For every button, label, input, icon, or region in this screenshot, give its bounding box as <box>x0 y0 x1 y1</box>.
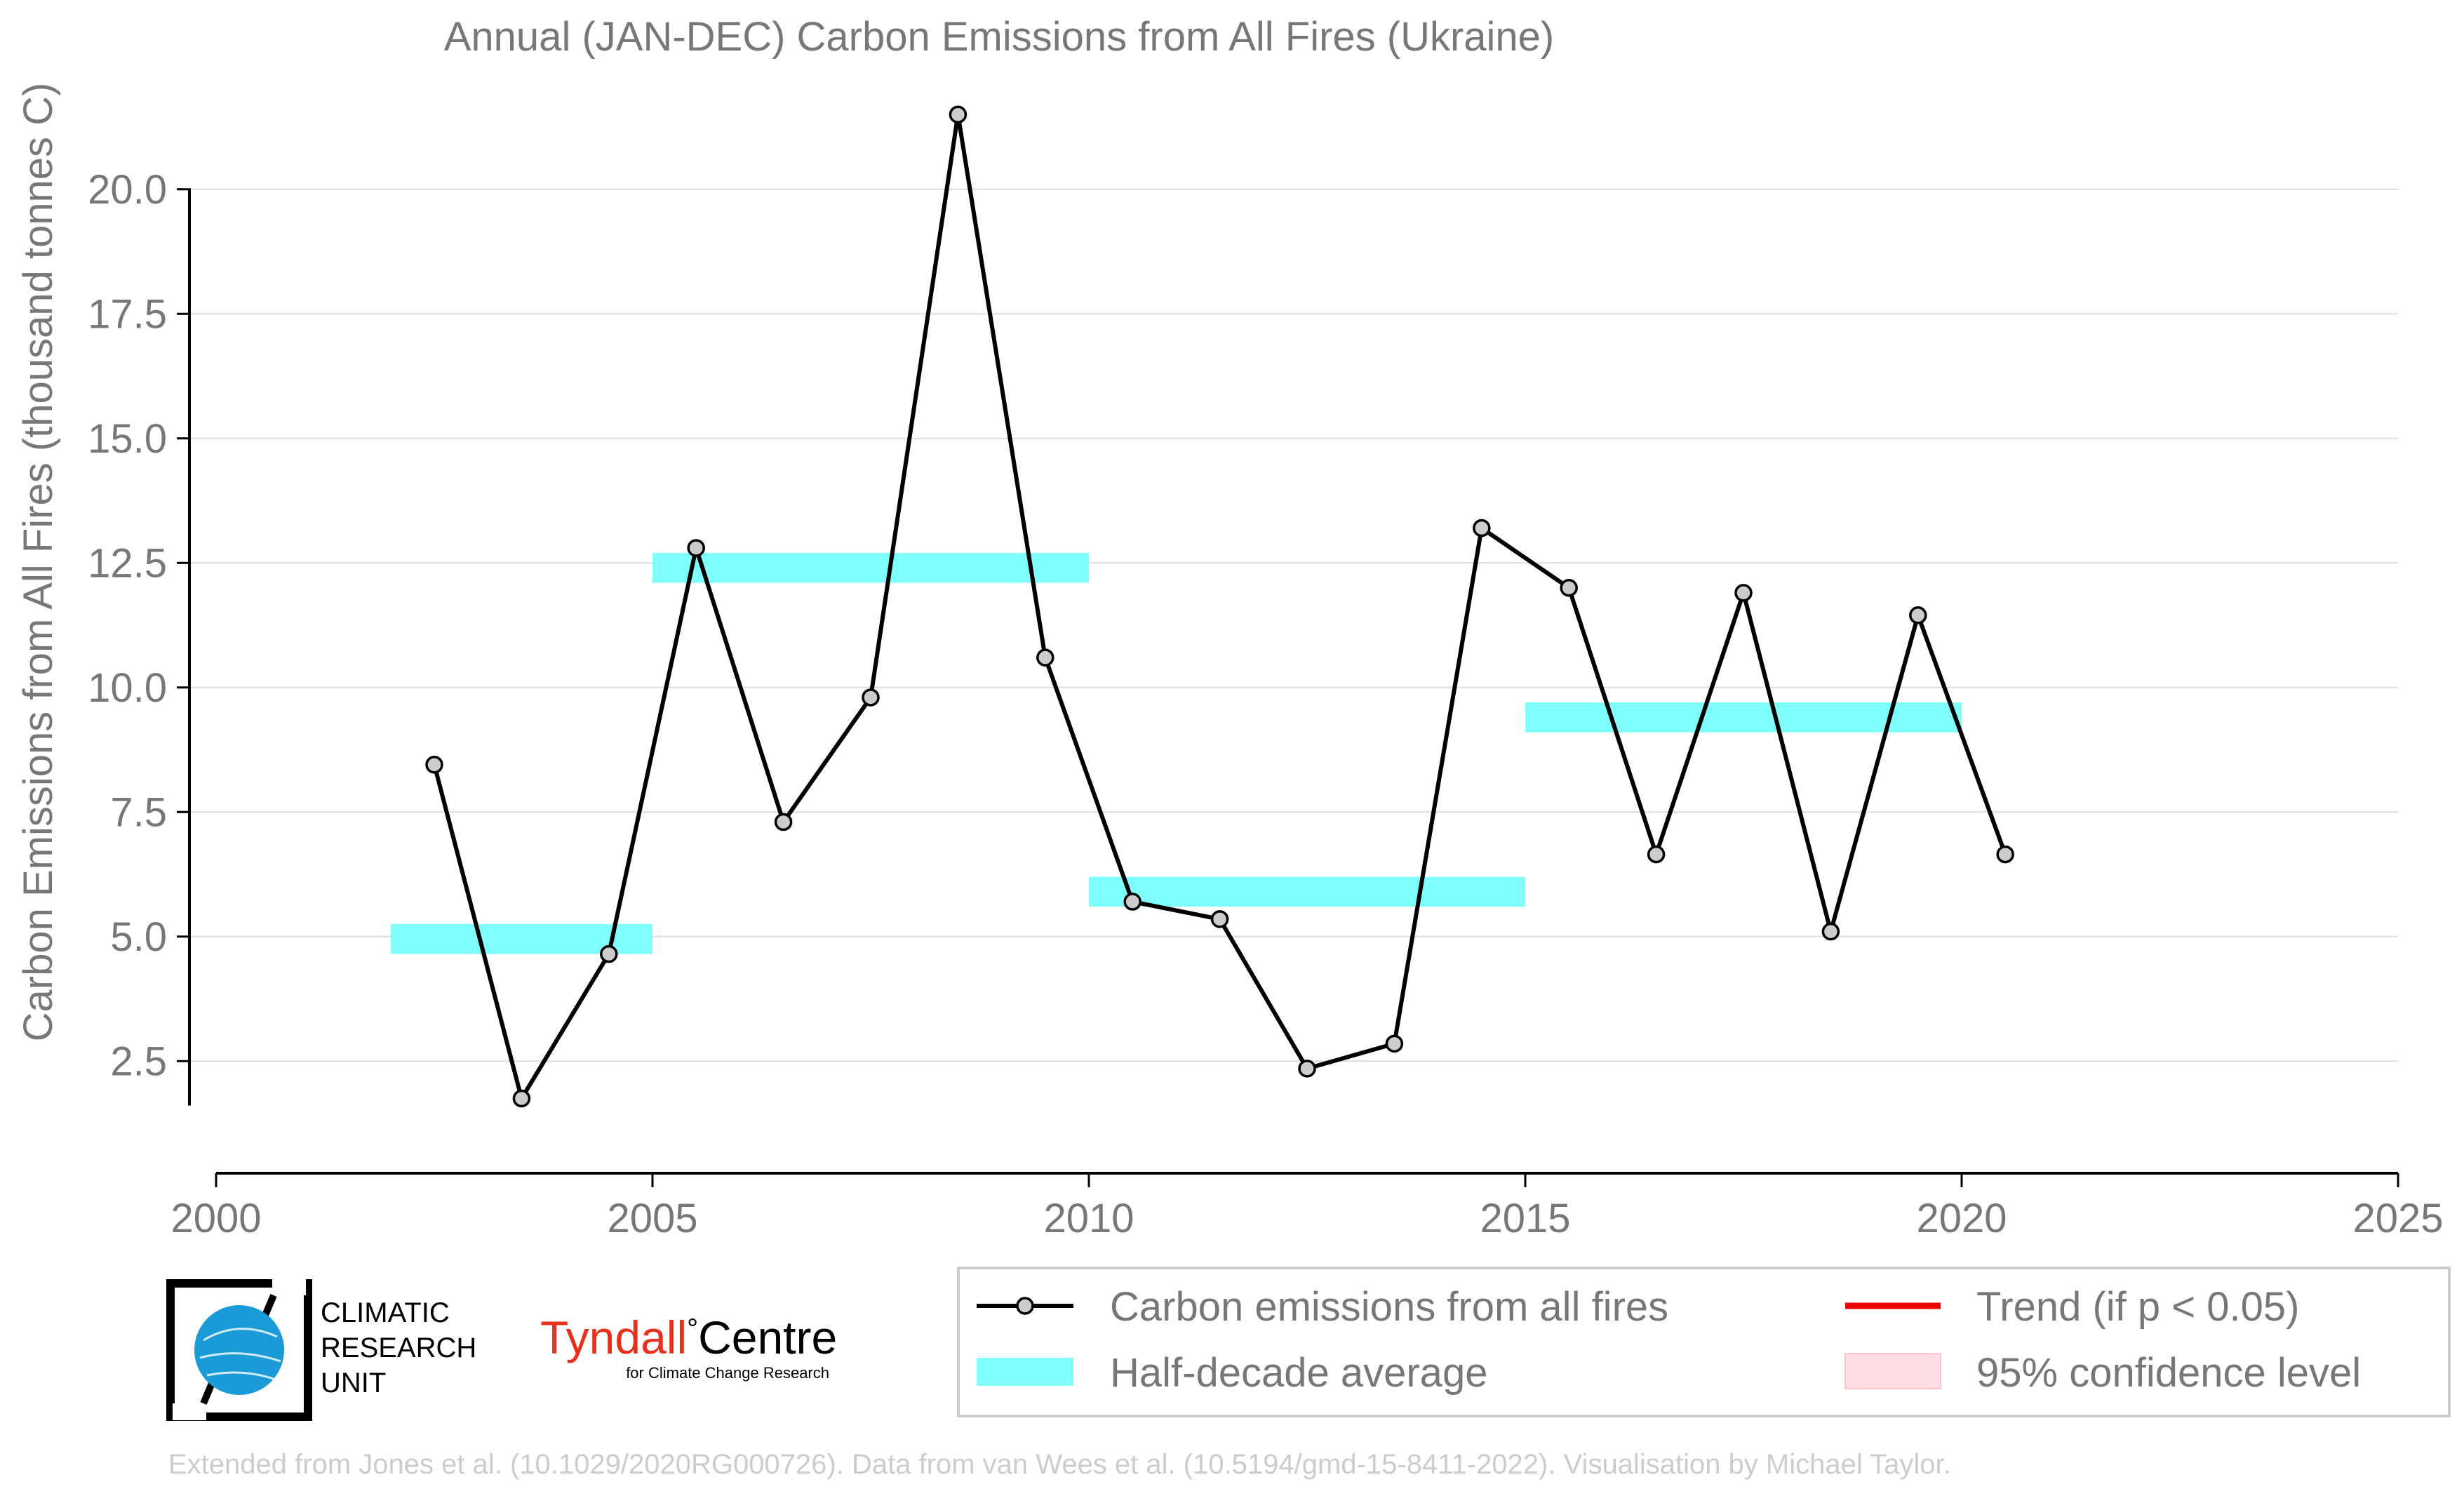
data-point <box>1560 579 1578 597</box>
data-point <box>1734 584 1753 602</box>
data-point <box>1473 519 1491 537</box>
series-layer <box>425 105 2014 1108</box>
legend-entry-series: Carbon emissions from all fires <box>977 1284 1668 1330</box>
half-decade-bands <box>390 553 1962 954</box>
footer-credits: Extended from Jones et al. (10.1029/2020… <box>168 1449 1951 1480</box>
half-decade-band <box>652 553 1089 583</box>
y-axis-label: Carbon Emissions from All Fires (thousan… <box>15 83 61 1042</box>
legend-band-swatch <box>977 1358 1073 1386</box>
x-tick-label: 2015 <box>1480 1196 1570 1241</box>
half-decade-band <box>1089 876 1525 907</box>
x-tick-label: 2010 <box>1043 1196 1134 1241</box>
axes: 2.5 5.0 7.5 10.0 12.5 15.0 17.5 20.0 2000 2005 201… <box>88 167 2443 1241</box>
cru-logo-line-1: CLIMATIC <box>321 1297 450 1328</box>
legend-marker-swatch <box>1016 1297 1034 1315</box>
tyndall-centre: Centre <box>698 1311 837 1363</box>
y-tick-label: 20.0 <box>88 167 167 213</box>
cru-logo-line-2: RESEARCH <box>321 1333 476 1363</box>
data-point <box>1909 606 1927 625</box>
x-tick-label: 2000 <box>170 1196 261 1241</box>
x-tick-label: 2025 <box>2352 1196 2443 1241</box>
legend-entry-trend: Trend (if p < 0.05) <box>1845 1284 2299 1330</box>
y-tick-label: 17.5 <box>88 291 167 337</box>
data-point <box>600 944 618 963</box>
tyndall-degree: ° <box>687 1314 698 1344</box>
data-point <box>862 688 880 707</box>
data-point <box>1298 1060 1316 1078</box>
legend-label-trend: Trend (if p < 0.05) <box>1976 1284 2299 1330</box>
tyndall-logo: Tyndall°Centre for Climate Change Resear… <box>540 1311 837 1382</box>
series-line <box>432 112 2008 1101</box>
data-point <box>1123 893 1141 911</box>
y-tick-label: 12.5 <box>88 540 167 586</box>
cru-globe-icon <box>166 1278 312 1421</box>
data-point <box>1996 845 2014 864</box>
data-point <box>1821 922 1840 941</box>
y-tick-label: 2.5 <box>110 1038 167 1084</box>
legend-label-confidence: 95% confidence level <box>1976 1350 2361 1396</box>
legend-confidence-swatch <box>1844 1353 1941 1389</box>
legend-frame <box>957 1267 2451 1417</box>
cru-logo-line-3: UNIT <box>321 1368 386 1398</box>
legend-label-series: Carbon emissions from all fires <box>1110 1284 1668 1330</box>
y-tick-label: 15.0 <box>88 416 167 462</box>
legend-entry-half-decade: Half-decade average <box>977 1350 1487 1396</box>
data-point <box>774 813 793 832</box>
x-tick-label: 2020 <box>1916 1196 2007 1241</box>
data-point <box>1036 648 1054 667</box>
tyndall-subtitle: for Climate Change Research <box>626 1364 829 1382</box>
data-point <box>1647 845 1666 864</box>
data-point <box>1385 1034 1404 1053</box>
data-point <box>687 539 705 557</box>
data-point <box>1210 910 1229 928</box>
tyndall-name: Tyndall <box>540 1311 687 1363</box>
y-tick-label: 7.5 <box>110 789 167 835</box>
data-point <box>425 756 443 774</box>
x-tick-label: 2005 <box>607 1196 697 1241</box>
legend-entry-confidence: 95% confidence level <box>1844 1350 2361 1396</box>
data-point <box>949 105 967 123</box>
data-point <box>512 1089 531 1108</box>
cru-logo: CLIMATIC RESEARCH UNIT <box>166 1278 476 1421</box>
legend-label-half-decade: Half-decade average <box>1110 1350 1487 1396</box>
half-decade-band <box>1525 702 1962 733</box>
y-tick-label: 5.0 <box>110 914 167 960</box>
chart-title: Annual (JAN-DEC) Carbon Emissions from A… <box>444 14 1555 60</box>
tyndall-logo-text: Tyndall°Centre <box>540 1311 837 1363</box>
y-tick-label: 10.0 <box>88 665 167 711</box>
legend: Carbon emissions from all fires Trend (i… <box>957 1267 2451 1417</box>
